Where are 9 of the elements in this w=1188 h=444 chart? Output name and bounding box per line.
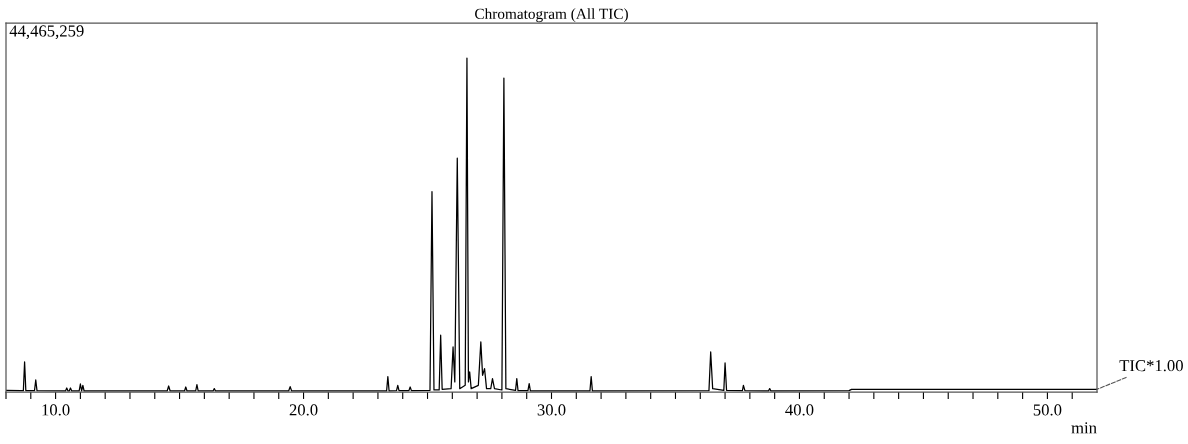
x-tick-label: 10.0 (42, 404, 70, 416)
text: 44,465,259 (9, 25, 84, 39)
x-axis-title: min (1071, 422, 1097, 434)
x-tick-label: 30.0 (537, 404, 566, 416)
x-tick-label: 50.0 (1033, 404, 1062, 416)
x-tick-label: 40.0 (785, 404, 814, 416)
series-label: TIC*1.00 (1119, 360, 1183, 372)
chart-title: Chromatogram (All TIC) (475, 8, 628, 23)
x-tick-label: 20.0 (289, 404, 318, 416)
